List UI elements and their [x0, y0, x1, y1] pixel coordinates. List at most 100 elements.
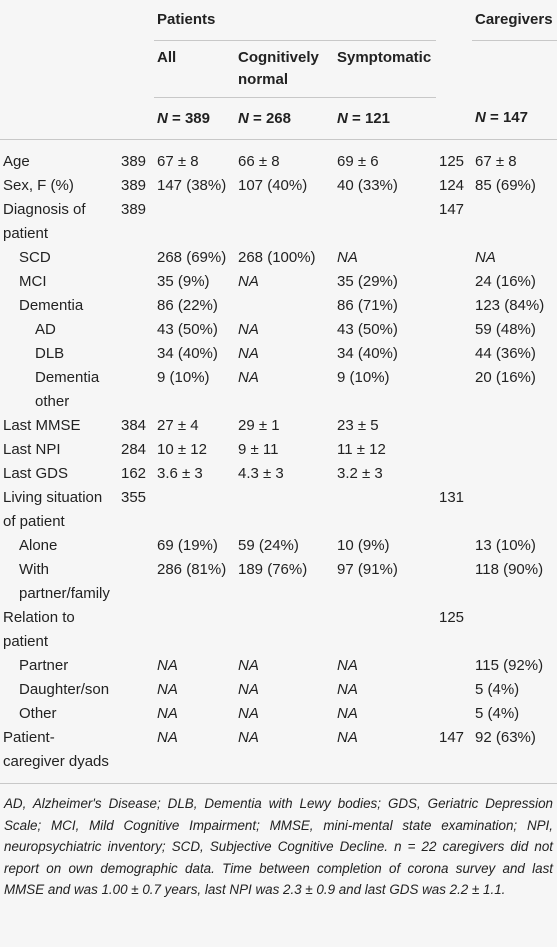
row-label: Relation to patient — [3, 609, 75, 650]
row-label: Partner — [19, 657, 69, 674]
row-label: Diagnosis of patient — [3, 201, 86, 242]
cell — [436, 414, 472, 438]
column-header: Cognitively normal — [235, 40, 334, 98]
cell: 29 ± 1 — [238, 417, 280, 434]
cell: 13 (10%) — [475, 537, 536, 554]
cell: 35 (29%) — [337, 273, 398, 290]
table-row: Last MMSE 384 27 ± 4 29 ± 1 23 ± 5 — [0, 414, 557, 438]
cell: 125 — [439, 153, 465, 170]
n-header: N = 389 — [154, 97, 235, 140]
cell — [436, 246, 472, 270]
cell: NA — [157, 657, 178, 674]
cell: 9 (10%) — [157, 369, 210, 386]
cell — [235, 606, 334, 654]
table-row: Diagnosis of patient 389 147 — [0, 198, 557, 246]
cell: 9 (10%) — [337, 369, 390, 386]
row-label: Last MMSE — [3, 417, 81, 434]
cell: 389 — [121, 153, 147, 170]
table-row: Living situation of patient 355 131 — [0, 486, 557, 534]
cell — [235, 294, 334, 318]
row-label: DLB — [35, 345, 65, 362]
cell — [472, 606, 557, 654]
table-row: MCI 35 (9%) NA 35 (29%) 24 (16%) — [0, 270, 557, 294]
cell: 24 (16%) — [475, 273, 536, 290]
table-row: Other NA NA NA 5 (4%) — [0, 702, 557, 726]
cell: 286 (81%) — [157, 561, 227, 578]
cell: 59 (48%) — [475, 321, 536, 338]
cell — [334, 606, 436, 654]
cell: 123 (84%) — [475, 297, 545, 314]
cell: 44 (36%) — [475, 345, 536, 362]
cell: 86 (22%) — [157, 297, 218, 314]
cell — [436, 534, 472, 558]
row-label: Daughter/son — [19, 681, 110, 698]
table-body: Age 389 67 ± 8 66 ± 8 69 ± 6 125 67 ± 8 Sex, F … — [0, 140, 557, 784]
n-label: N = 147 — [475, 109, 528, 127]
cell — [436, 270, 472, 294]
n-header: N = 268 — [235, 97, 334, 140]
cell: 66 ± 8 — [238, 153, 280, 170]
cell — [118, 246, 154, 270]
cell — [235, 198, 334, 246]
table-row: Alone 69 (19%) 59 (24%) 10 (9%) 13 (10%) — [0, 534, 557, 558]
cell: 27 ± 4 — [157, 417, 199, 434]
row-label: With partner/family — [19, 561, 110, 602]
table-row: Partner NA NA NA 115 (92%) — [0, 654, 557, 678]
cell — [436, 702, 472, 726]
table-row: Relation to patient 125 — [0, 606, 557, 654]
cell: NA — [238, 681, 259, 698]
cell — [436, 366, 472, 414]
cell: 131 — [439, 489, 465, 506]
cell: 124 — [439, 177, 465, 194]
row-label: Dementia — [19, 297, 84, 314]
table-row: Dementia other 9 (10%) NA 9 (10%) 20 (16%) — [0, 366, 557, 414]
cell — [436, 438, 472, 462]
row-label: Dementia other — [35, 369, 100, 410]
cell — [118, 366, 154, 414]
n-label: N = 268 — [238, 109, 291, 127]
demographics-table: Patients Caregivers All Cognitively norm… — [0, 0, 557, 784]
cell: 147 (38%) — [157, 177, 227, 194]
cell: NA — [475, 249, 496, 266]
row-label: Sex, F (%) — [3, 177, 74, 194]
cell — [436, 654, 472, 678]
cell: 284 — [121, 441, 147, 458]
cell: 9 ± 11 — [238, 441, 279, 458]
cell: 43 (50%) — [337, 321, 398, 338]
cell: 92 (63%) — [472, 726, 557, 784]
cell — [334, 486, 436, 534]
cell — [154, 486, 235, 534]
cell: 4.3 ± 3 — [238, 465, 284, 482]
cell: 189 (76%) — [238, 561, 308, 578]
cell: 125 — [439, 609, 465, 626]
row-label: MCI — [19, 273, 47, 290]
column-header: All — [154, 40, 235, 98]
cell — [118, 678, 154, 702]
table-row: Patient-caregiver dyads NA NA NA 147 92 (63%) — [0, 726, 557, 784]
row-label: SCD — [19, 249, 51, 266]
cell — [436, 678, 472, 702]
cell: NA — [238, 657, 259, 674]
footnote: AD, Alzheimer's Disease; DLB, Dementia w… — [4, 796, 553, 897]
cell — [472, 462, 557, 486]
n-header: N = 147 — [472, 97, 557, 140]
group-header: Patients — [154, 0, 436, 41]
row-label: Patient-caregiver dyads — [0, 726, 118, 784]
table-row: Last NPI 284 10 ± 12 9 ± 11 11 ± 12 — [0, 438, 557, 462]
cell — [118, 654, 154, 678]
cell — [118, 726, 154, 784]
row-label: Living situation of patient — [3, 489, 103, 530]
table-row: DLB 34 (40%) NA 34 (40%) 44 (36%) — [0, 342, 557, 366]
cell — [472, 414, 557, 438]
cell — [436, 558, 472, 606]
cell — [118, 294, 154, 318]
cell: NA — [238, 705, 259, 722]
cell: NA — [238, 273, 259, 290]
cell: 10 ± 12 — [157, 441, 207, 458]
cell: 34 (40%) — [157, 345, 218, 362]
cell — [118, 534, 154, 558]
cell: 389 — [121, 201, 147, 218]
table-row: Age 389 67 ± 8 66 ± 8 69 ± 6 125 67 ± 8 — [0, 140, 557, 175]
table-row: With partner/family 286 (81%) 189 (76%) 97 … — [0, 558, 557, 606]
